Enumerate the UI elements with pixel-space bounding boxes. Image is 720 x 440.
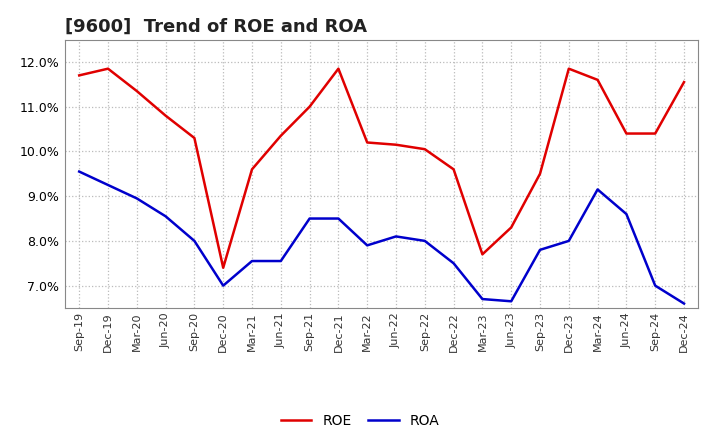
Legend: ROE, ROA: ROE, ROA	[275, 408, 445, 433]
Line: ROE: ROE	[79, 69, 684, 268]
ROA	[622, 212, 631, 217]
ROE	[190, 136, 199, 141]
ROA	[305, 216, 314, 221]
ROA	[507, 299, 516, 304]
ROA	[392, 234, 400, 239]
ROE	[536, 171, 544, 176]
ROA	[449, 260, 458, 266]
ROE	[248, 167, 256, 172]
ROE	[305, 104, 314, 110]
ROE	[132, 88, 141, 94]
ROA	[420, 238, 429, 244]
ROE	[219, 265, 228, 270]
ROA	[104, 182, 112, 187]
ROA	[334, 216, 343, 221]
ROE	[420, 147, 429, 152]
ROA	[651, 283, 660, 288]
ROA	[536, 247, 544, 253]
Line: ROA: ROA	[79, 172, 684, 304]
ROA	[248, 258, 256, 264]
ROE	[507, 225, 516, 230]
Text: [9600]  Trend of ROE and ROA: [9600] Trend of ROE and ROA	[65, 17, 366, 35]
ROA	[161, 214, 170, 219]
ROE	[276, 133, 285, 139]
ROA	[219, 283, 228, 288]
ROE	[161, 113, 170, 118]
ROA	[132, 196, 141, 201]
ROA	[478, 297, 487, 302]
ROE	[564, 66, 573, 71]
ROE	[680, 80, 688, 85]
ROA	[363, 243, 372, 248]
ROE	[449, 167, 458, 172]
ROE	[392, 142, 400, 147]
ROE	[104, 66, 112, 71]
ROA	[680, 301, 688, 306]
ROE	[363, 140, 372, 145]
ROA	[75, 169, 84, 174]
ROE	[334, 66, 343, 71]
ROA	[593, 187, 602, 192]
ROA	[276, 258, 285, 264]
ROE	[651, 131, 660, 136]
ROA	[190, 238, 199, 244]
ROE	[622, 131, 631, 136]
ROE	[75, 73, 84, 78]
ROE	[478, 252, 487, 257]
ROE	[593, 77, 602, 83]
ROA	[564, 238, 573, 244]
